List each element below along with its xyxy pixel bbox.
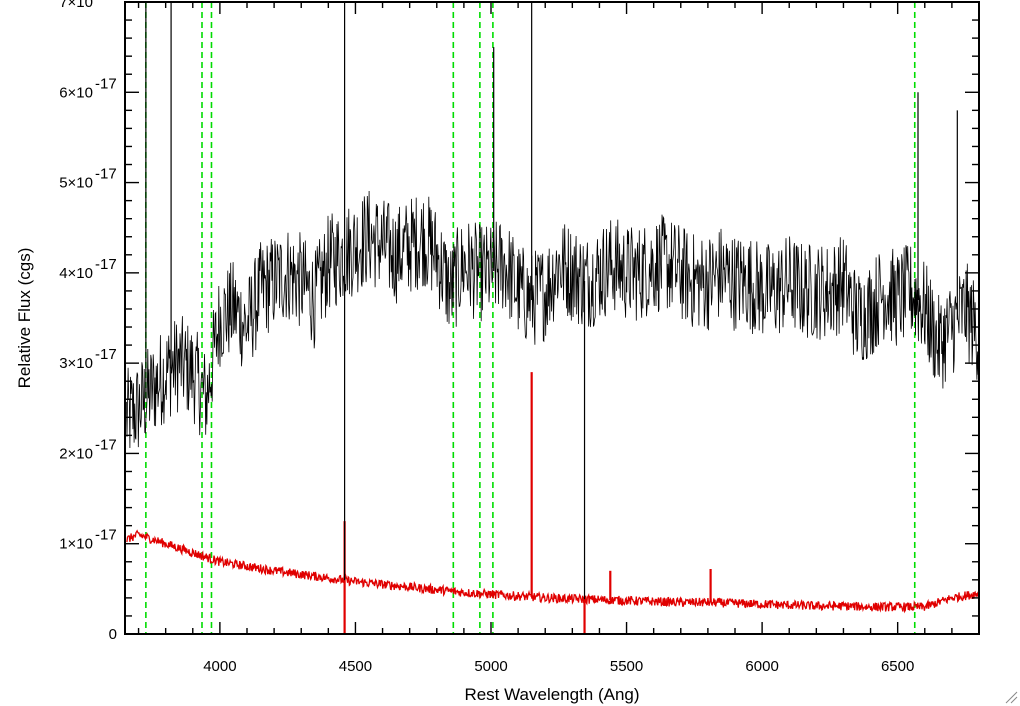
y-tick-label: 2×10	[59, 445, 93, 462]
series-layer	[126, 2, 980, 634]
y-axis-ticks: 01×10-172×10-173×10-174×10-175×10-176×10…	[59, 0, 979, 643]
y-tick-label: 5×10	[59, 175, 93, 192]
y-axis-title: Relative Flux (cgs)	[15, 248, 34, 389]
y-tick-exponent: -17	[95, 256, 117, 273]
x-axis-ticks: 4000 4500 5000 5500 6000 6500	[137, 2, 980, 675]
y-tick-label: 6×10	[59, 84, 93, 101]
y-tick-exponent: -17	[95, 0, 117, 2]
y-tick-label: 1×10	[59, 536, 93, 553]
plot-frame	[124, 1, 980, 635]
resize-grip-icon[interactable]	[1004, 690, 1018, 704]
plot-background	[125, 2, 979, 634]
x-tick-label: 4500	[339, 658, 372, 675]
y-tick-label: 0	[109, 626, 117, 643]
x-tick-label: 6000	[745, 658, 778, 675]
y-tick-exponent: -17	[95, 346, 117, 363]
x-tick-label: 6500	[881, 658, 914, 675]
y-tick-exponent: -17	[95, 436, 117, 453]
reference-lines	[145, 2, 916, 634]
y-tick-label: 7×10	[59, 0, 93, 11]
black-spectrum-line	[126, 190, 980, 449]
y-tick-label: 4×10	[59, 265, 93, 282]
x-tick-label: 5000	[474, 658, 507, 675]
y-tick-exponent: -17	[95, 527, 117, 544]
y-tick-label: 3×10	[59, 355, 93, 372]
y-tick-exponent: -17	[95, 75, 117, 92]
red-spectrum-line	[126, 529, 980, 614]
y-tick-exponent: -17	[95, 166, 117, 183]
x-tick-label: 5500	[610, 658, 643, 675]
x-tick-label: 4000	[203, 658, 236, 675]
x-axis-title: Rest Wavelength (Ang)	[464, 685, 639, 704]
